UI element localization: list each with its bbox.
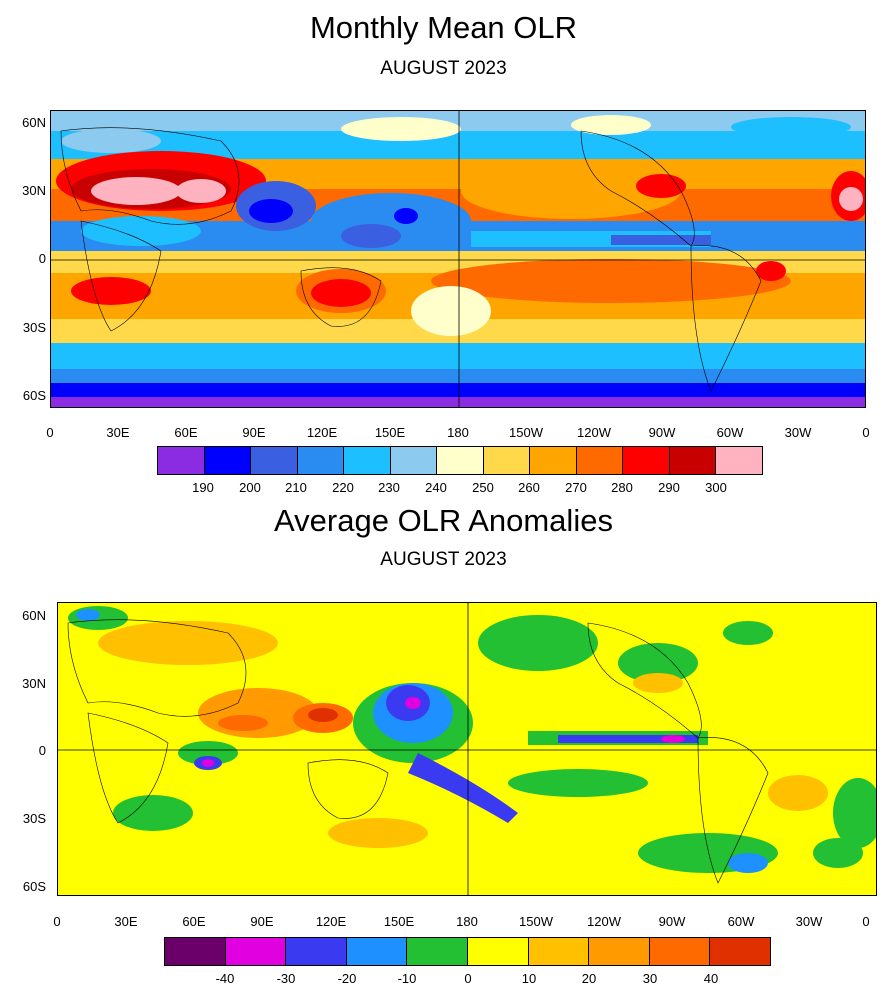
colorbar-label: -30 bbox=[276, 971, 296, 986]
colorbar-label: 240 bbox=[425, 480, 447, 495]
lon-label: 150W bbox=[509, 425, 543, 440]
lon-label: 90E bbox=[242, 425, 266, 440]
colorbar-label: 220 bbox=[332, 480, 354, 495]
colorbar-swatch bbox=[297, 447, 345, 474]
colorbar-swatch bbox=[407, 938, 468, 965]
olr-anomaly-map bbox=[57, 602, 877, 896]
colorbar-label: 250 bbox=[472, 480, 494, 495]
lat-label: 0 bbox=[38, 743, 46, 758]
colorbar-swatch bbox=[649, 938, 711, 965]
lon-label: 90W bbox=[658, 914, 686, 929]
colorbar-label: 280 bbox=[611, 480, 633, 495]
olr-mean-map bbox=[50, 110, 866, 408]
colorbar-label: 10 bbox=[521, 971, 537, 986]
lat-label: 30N bbox=[22, 676, 46, 691]
colorbar-label: 200 bbox=[239, 480, 261, 495]
lon-label: 60E bbox=[182, 914, 206, 929]
colorbar-swatch bbox=[158, 447, 205, 474]
colorbar-swatch bbox=[710, 938, 770, 965]
colorbar-swatch bbox=[528, 938, 590, 965]
colorbar-swatch bbox=[165, 938, 226, 965]
colorbar-swatch bbox=[437, 447, 484, 474]
colorbar-swatch bbox=[467, 938, 529, 965]
colorbar-swatch bbox=[530, 447, 577, 474]
lon-label: 120W bbox=[587, 914, 621, 929]
lon-label: 30E bbox=[106, 425, 130, 440]
colorbar-label: 40 bbox=[703, 971, 719, 986]
colorbar-swatch bbox=[346, 938, 408, 965]
lon-label: 30W bbox=[795, 914, 823, 929]
lon-label: 150W bbox=[519, 914, 553, 929]
colorbar-label: 20 bbox=[581, 971, 597, 986]
colorbar-swatch bbox=[390, 447, 438, 474]
lon-label: 30E bbox=[114, 914, 138, 929]
colorbar-label: -40 bbox=[215, 971, 235, 986]
lon-label: 0 bbox=[862, 425, 870, 440]
colorbar-label: 210 bbox=[285, 480, 307, 495]
lon-label: 60W bbox=[716, 425, 744, 440]
colorbar-label: 30 bbox=[642, 971, 658, 986]
top-map-title: Monthly Mean OLR bbox=[309, 10, 578, 45]
lon-label: 120E bbox=[315, 914, 347, 929]
bottom-colorbar bbox=[164, 937, 771, 966]
bottom-map-title: Average OLR Anomalies bbox=[274, 503, 613, 538]
colorbar-swatch bbox=[623, 447, 670, 474]
lon-label: 90E bbox=[250, 914, 274, 929]
colorbar-swatch bbox=[251, 447, 298, 474]
lon-label: 120W bbox=[577, 425, 611, 440]
colorbar-swatch bbox=[225, 938, 287, 965]
colorbar-swatch bbox=[204, 447, 252, 474]
colorbar-swatch bbox=[669, 447, 717, 474]
lat-label: 60S bbox=[22, 879, 46, 894]
lat-label: 30S bbox=[22, 320, 46, 335]
colorbar-label: 270 bbox=[565, 480, 587, 495]
colorbar-swatch bbox=[576, 447, 624, 474]
lat-label: 0 bbox=[38, 251, 46, 266]
colorbar-swatch bbox=[589, 938, 650, 965]
lon-label: 30W bbox=[784, 425, 812, 440]
colorbar-label: 190 bbox=[192, 480, 214, 495]
colorbar-swatch bbox=[483, 447, 531, 474]
lat-label: 30S bbox=[22, 811, 46, 826]
colorbar-label: 300 bbox=[705, 480, 727, 495]
top-colorbar bbox=[157, 446, 763, 475]
lon-label: 180 bbox=[447, 425, 469, 440]
lon-label: 0 bbox=[53, 914, 61, 929]
lon-label: 0 bbox=[862, 914, 870, 929]
lon-label: 60W bbox=[727, 914, 755, 929]
lat-label: 60N bbox=[22, 115, 46, 130]
lon-label: 0 bbox=[46, 425, 54, 440]
colorbar-swatch bbox=[286, 938, 347, 965]
lon-label: 90W bbox=[648, 425, 676, 440]
colorbar-label: -10 bbox=[397, 971, 417, 986]
colorbar-swatch bbox=[716, 447, 762, 474]
colorbar-label: 230 bbox=[378, 480, 400, 495]
lon-label: 60E bbox=[174, 425, 198, 440]
lon-label: 150E bbox=[374, 425, 406, 440]
colorbar-label: -20 bbox=[337, 971, 357, 986]
bottom-map-subtitle: AUGUST 2023 bbox=[380, 549, 507, 570]
lon-label: 120E bbox=[306, 425, 338, 440]
lon-label: 180 bbox=[456, 914, 478, 929]
lon-label: 150E bbox=[383, 914, 415, 929]
colorbar-label: 260 bbox=[518, 480, 540, 495]
lat-label: 30N bbox=[22, 183, 46, 198]
colorbar-swatch bbox=[344, 447, 391, 474]
colorbar-label: 290 bbox=[658, 480, 680, 495]
lat-label: 60N bbox=[22, 608, 46, 623]
lat-label: 60S bbox=[22, 388, 46, 403]
colorbar-label: 0 bbox=[464, 971, 472, 986]
top-map-subtitle: AUGUST 2023 bbox=[380, 58, 507, 79]
